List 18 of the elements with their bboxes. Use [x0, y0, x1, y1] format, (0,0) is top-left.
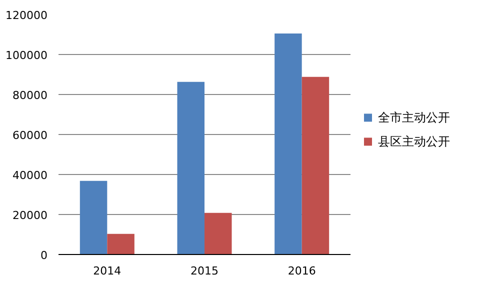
legend-label: 全市主动公开: [378, 110, 450, 125]
bar: [107, 234, 134, 254]
x-tick-label: 2015: [190, 264, 219, 278]
y-tick-label: 80000: [12, 89, 48, 102]
bar: [302, 76, 330, 254]
y-tick-label: 60000: [12, 129, 48, 142]
x-tick-label: 2014: [93, 264, 122, 278]
y-tick-label: 100000: [6, 49, 48, 62]
legend-label: 县区主动公开: [378, 134, 450, 149]
bar: [204, 212, 232, 254]
y-tick-label: 120000: [6, 9, 48, 22]
bar: [274, 34, 302, 254]
y-tick-label: 20000: [12, 209, 48, 222]
bar: [177, 82, 204, 254]
bar: [80, 180, 108, 254]
x-tick-label: 2016: [288, 264, 316, 278]
y-tick-label: 40000: [12, 169, 48, 182]
y-tick-label: 0: [40, 249, 48, 262]
